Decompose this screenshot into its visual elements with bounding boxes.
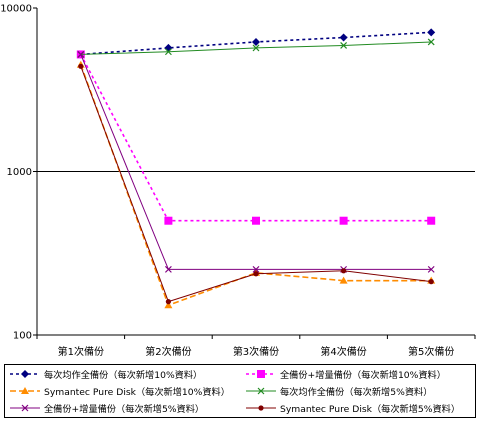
data-point <box>339 216 348 225</box>
data-point <box>427 265 435 273</box>
data-point <box>164 301 173 309</box>
legend-marker <box>21 370 29 378</box>
series-line <box>80 54 432 222</box>
legend-marker <box>21 404 29 412</box>
data-point <box>427 28 436 37</box>
data-point <box>339 33 348 42</box>
series-6 <box>78 63 434 305</box>
legend-swatch <box>10 387 40 394</box>
data-point <box>428 279 434 285</box>
legend-item: Symantec Pure Disk（每次新增10%資料） <box>9 383 230 399</box>
legend-item: 全備份+增量備份（每次新增10%資料） <box>245 366 446 382</box>
legend-item: 每次均作全備份（每次新增10%資料） <box>9 366 202 382</box>
series-line <box>80 54 432 270</box>
legend-swatch <box>10 404 40 412</box>
x-tick-label: 第5次備份 <box>408 345 454 358</box>
legend-marker <box>258 405 264 411</box>
data-point <box>252 216 260 225</box>
data-point <box>252 44 260 52</box>
data-point <box>164 43 173 52</box>
data-point <box>164 265 172 273</box>
legend-label: Symantec Pure Disk（每次新增10%資料） <box>44 387 230 398</box>
x-tick-label: 第4次備份 <box>320 345 366 358</box>
x-tick-label: 第1次備份 <box>58 345 104 358</box>
data-point <box>427 38 435 46</box>
data-point <box>339 276 348 284</box>
data-point <box>77 51 85 58</box>
legend-item: Symantec Pure Disk（每次新增5%資料） <box>245 400 460 416</box>
legend-label: Symantec Pure Disk（每次新增5%資料） <box>280 404 461 415</box>
data-point <box>427 216 436 225</box>
data-point <box>340 42 348 49</box>
data-point <box>78 63 84 69</box>
legend-swatch <box>246 405 276 411</box>
legend-label: 全備份+增量備份（每次新增10%資料） <box>280 370 446 381</box>
data-point <box>164 48 172 56</box>
chart-legend: 每次均作全備份（每次新增10%資料） 全備份+增量備份（每次新增10%資料） Sym… <box>4 364 476 418</box>
x-tick-label: 第2次備份 <box>145 345 191 358</box>
legend-label: 每次均作全備份（每次新增10%資料） <box>44 370 203 381</box>
data-point <box>252 37 260 46</box>
legend-marker <box>257 370 265 378</box>
chart-plot: 100 1000 10000 第1次備份 第2次備份 第3次備份 第4次備份 第5次備份 <box>0 4 476 358</box>
data-point <box>341 268 347 274</box>
series-1 <box>76 28 436 59</box>
legend-item: 每次均作全備份（每次新增5%資料） <box>245 383 432 399</box>
y-tick-label: 100 <box>13 331 32 342</box>
data-point <box>165 299 171 305</box>
series-5 <box>77 51 435 273</box>
legend-swatch <box>246 387 276 395</box>
legend-swatch <box>10 370 40 378</box>
x-tick-label: 第3次備份 <box>233 345 279 358</box>
data-point <box>164 216 173 225</box>
y-tick-label: 10000 <box>0 4 32 15</box>
y-tick-label: 1000 <box>7 167 32 178</box>
legend-label: 全備份+增量備份（每次新增5%資料） <box>44 404 205 415</box>
legend-swatch <box>246 370 276 378</box>
data-point <box>253 271 259 277</box>
legend-marker <box>257 387 265 395</box>
legend-marker <box>21 387 29 394</box>
data-point <box>252 265 260 273</box>
legend-label: 每次均作全備份（每次新增5%資料） <box>280 387 433 398</box>
legend-item: 全備份+增量備份（每次新增5%資料） <box>9 400 204 416</box>
